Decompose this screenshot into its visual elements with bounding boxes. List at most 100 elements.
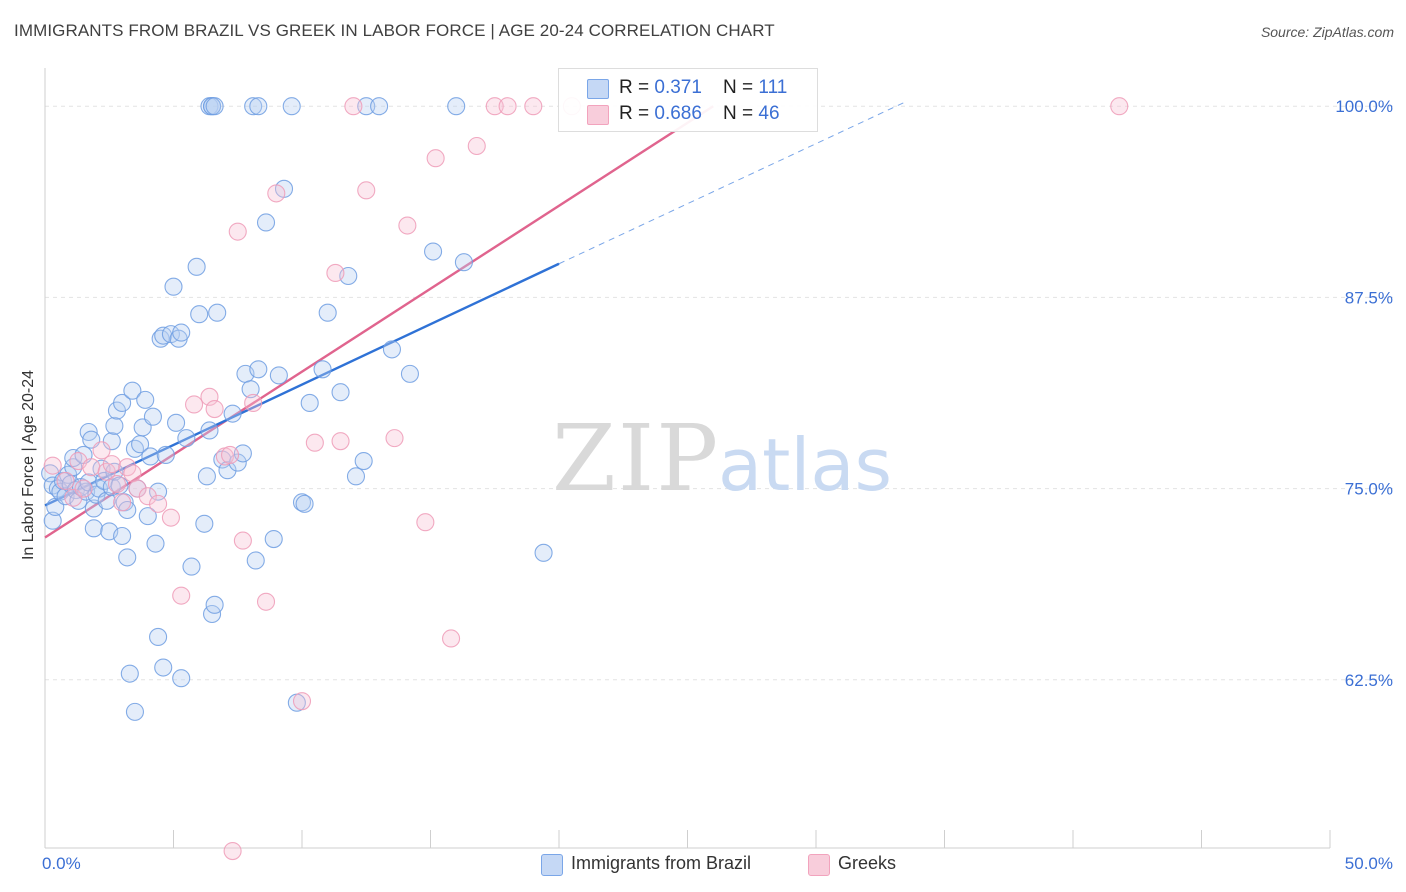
greeks-point [416,513,435,532]
watermark-zip: ZIP [552,405,720,512]
greeks-point [223,842,242,861]
y-tick-label: 100.0% [1335,97,1393,116]
brazil-point [177,429,196,448]
x-tick-label-max: 50.0% [1345,854,1393,873]
brazil-point [182,557,201,576]
brazil-point [256,213,276,232]
brazil-point [149,627,168,646]
greeks-point [92,441,111,460]
brazil-point [113,393,132,412]
greeks-point [344,97,363,116]
legend-r-value: 0.686 [654,103,702,124]
greeks-point [74,479,93,498]
brazil-point [118,548,137,567]
brazil-point [205,595,224,614]
chart-title: IMMIGRANTS FROM BRAZIL VS GREEK IN LABOR… [14,21,775,40]
series-greeks-points [43,97,1129,861]
brazil-point [205,97,224,116]
brazil-point [295,494,314,513]
brazil-point [143,407,162,426]
axes [44,68,1331,849]
source-credit: Source: ZipAtlas.com [1260,24,1394,40]
greeks-point [172,586,191,605]
y-tick-label: 87.5% [1345,288,1393,307]
tick-labels: 62.5% 75.0% 87.5% 100.0% 0.0% 50.0% [42,97,1393,873]
greeks-point [220,445,240,464]
brazil-point [97,491,116,510]
legend-r-label: R = [619,103,655,124]
brazil-point [113,526,132,546]
brazil-point [208,303,227,322]
brazil-point [223,404,242,423]
brazil-point [154,326,173,345]
brazil-point [241,380,260,399]
y-tick-label: 62.5% [1345,671,1393,690]
greeks-point [426,149,445,168]
greeks-point [331,432,350,451]
greeks-point [305,433,324,452]
legend-swatch-brazil [587,79,609,99]
brazil-point [370,97,389,116]
brazil-point [154,658,173,677]
brazil-point [195,514,214,533]
greeks-point [485,97,504,116]
brazil-point [331,383,350,402]
brazil-point [141,447,160,466]
brazil-point [136,390,155,409]
brazil-point [120,664,139,683]
legend-text-greeks: R = 0.686 N = 46 [619,103,780,125]
greeks-point [233,531,252,550]
watermark-atlas: atlas [718,423,892,507]
greeks-point [149,494,168,513]
brazil-point [105,416,124,435]
brazil-point [249,97,268,116]
watermark: ZIP atlas [552,405,892,512]
legend-r-value: 0.371 [654,77,702,98]
legend-r-label: R = [619,77,655,98]
brazil-point [172,669,191,688]
brazil-point [269,366,288,385]
greeks-point [128,479,147,498]
greeks-point [82,458,101,477]
greeks-point [102,455,121,474]
legend-swatch-greeks [808,854,830,876]
series-legend: Immigrants from Brazil Greeks [0,852,1406,878]
greeks-point [1110,97,1129,116]
greeks-point [357,181,376,200]
brazil-point [246,551,265,570]
greeks-point [113,493,132,512]
brazil-point [125,702,144,721]
legend-text-brazil: R = 0.371 N = 111 [619,77,787,99]
greeks-point [524,97,543,116]
greeks-point [244,393,263,412]
brazil-point [123,381,142,400]
brazil-point [172,323,191,342]
legend-n-value: 111 [758,77,788,98]
greeks-point [398,216,417,235]
greeks-point [467,136,486,156]
brazil-point [400,364,419,383]
brazil-point [264,530,283,549]
legend-n-value: 46 [758,103,780,124]
greeks-point [442,629,461,648]
brazil-trend-extension [558,101,907,265]
brazil-point [218,461,237,480]
brazil-point [146,534,165,553]
greeks-point [43,456,62,475]
greeks-point [138,487,157,506]
greeks-point [256,592,276,611]
brazil-point [318,303,337,322]
brazil-point [151,329,170,348]
brazil-point [357,97,376,116]
legend-label-brazil: Immigrants from Brazil [571,853,752,873]
legend-label-greeks: Greeks [838,853,897,873]
brazil-point [300,393,319,412]
greeks-point [56,471,75,490]
brazil-point [354,452,373,471]
greeks-point [185,395,204,414]
brazil-point [454,253,473,272]
brazil-point [534,543,553,562]
greeks-point [498,97,517,116]
brazil-point [102,432,121,451]
